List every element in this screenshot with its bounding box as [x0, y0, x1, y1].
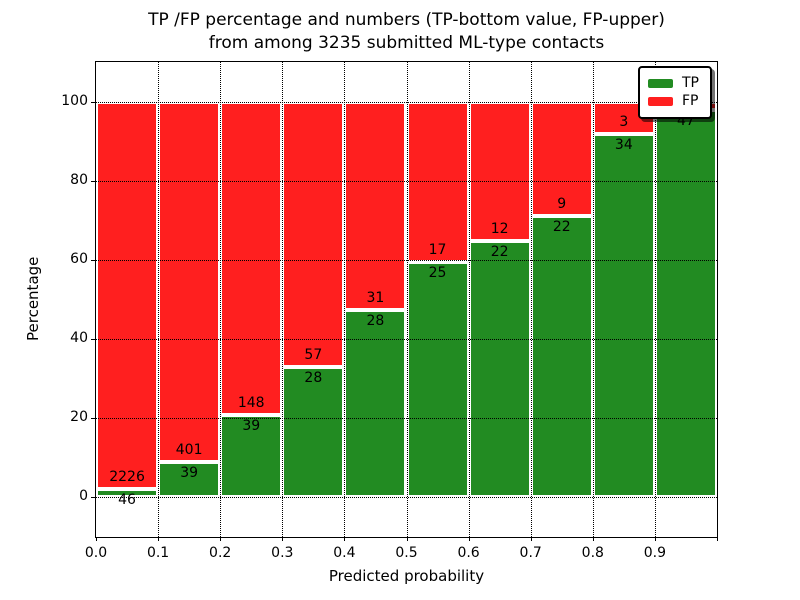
x-tick-label: 0.1: [146, 545, 170, 561]
fp-count-label: 3: [619, 113, 629, 130]
tp-bar-segment: [344, 309, 407, 498]
tp-count-label: 34: [614, 136, 633, 153]
x-tick-mark: [468, 537, 470, 541]
x-tick-label: 0.6: [457, 545, 480, 561]
x-tick-label: 0.9: [643, 545, 667, 561]
vertical-gridline: [158, 62, 160, 537]
horizontal-gridline: [96, 418, 717, 420]
vertical-gridline: [344, 62, 346, 537]
fp-legend-swatch: [648, 97, 673, 106]
x-tick-label: 0.8: [581, 545, 604, 561]
x-tick-mark: [344, 537, 346, 541]
tp-bar-segment: [96, 489, 159, 498]
fp-count-label: 57: [304, 347, 323, 364]
bars-layer: [96, 62, 717, 537]
y-tick-mark: [91, 497, 95, 499]
x-tick-mark: [717, 537, 718, 541]
chart-title-line2: from among 3235 submitted ML-type contac…: [208, 33, 605, 53]
fp-count-label: 9: [557, 196, 567, 213]
legend-entry: TP: [648, 76, 702, 91]
tp-bar-segment: [530, 216, 593, 498]
fp-bar-segment: [158, 101, 221, 463]
x-tick-mark: [158, 537, 160, 541]
y-tick-mark: [91, 339, 95, 341]
x-tick-mark: [96, 537, 97, 541]
x-tick-mark: [654, 537, 656, 541]
y-tick-label: 0: [79, 488, 88, 505]
tp-count-label: 28: [304, 370, 323, 387]
vertical-gridline: [654, 62, 656, 537]
tp-count-label: 22: [490, 244, 509, 261]
x-tick-label: 0.2: [209, 545, 232, 561]
tp-count-label: 39: [180, 465, 199, 482]
y-tick-label: 80: [70, 171, 88, 188]
y-tick-mark: [91, 180, 95, 182]
x-tick-label: 0.7: [519, 545, 542, 561]
vertical-gridline: [592, 62, 594, 537]
legend: TP FP: [638, 66, 712, 119]
vertical-gridline: [220, 62, 222, 537]
fp-bar-segment: [468, 101, 531, 242]
y-tick-label: 40: [70, 330, 88, 347]
horizontal-gridline: [96, 101, 717, 103]
y-axis-label: Percentage: [24, 256, 42, 341]
tp-bar-segment: [654, 109, 717, 498]
bar-labels-layer: 2226 46 401 39 148 39 57 28 31 28 17 25 12 22 9 22 3 34 47: [96, 62, 717, 537]
tp-count-label: 46: [118, 492, 136, 509]
x-tick-label: 0.3: [271, 545, 294, 561]
x-tick-label: 0.0: [84, 545, 108, 561]
tp-legend-swatch: [648, 79, 673, 88]
x-tick-label: 0.4: [333, 545, 356, 561]
horizontal-gridline: [96, 339, 717, 341]
tp-bar-segment: [158, 462, 221, 498]
x-tick-mark: [220, 537, 222, 541]
tp-count-label: 39: [242, 417, 261, 434]
tp-bar-segment: [220, 414, 283, 498]
tp-bar-segment: [468, 241, 531, 498]
y-tick-mark: [91, 259, 95, 261]
x-tick-label: 0.5: [395, 545, 418, 561]
tp-count-label: 25: [428, 264, 447, 281]
y-tick-label: 100: [61, 92, 88, 109]
fp-count-label: 2226: [109, 469, 145, 486]
fp-count-label: 401: [175, 442, 203, 459]
x-tick-mark: [406, 537, 408, 541]
fp-bar-segment: [220, 101, 283, 415]
vertical-gridline: [282, 62, 284, 537]
chart-title-line1: TP /FP percentage and numbers (TP-bottom…: [148, 10, 665, 30]
fp-legend-label: FP: [682, 93, 699, 109]
tp-bar-segment: [592, 133, 655, 498]
tp-bar-segment: [282, 367, 345, 498]
x-tick-mark: [592, 537, 594, 541]
tp-bar-segment: [406, 261, 469, 498]
y-tick-mark: [91, 418, 95, 420]
fp-count-label: 17: [428, 241, 447, 258]
vertical-gridline: [530, 62, 532, 537]
fp-bar-segment: [96, 101, 159, 490]
plot-area: 2226 46 401 39 148 39 57 28 31 28 17 25 12 22 9 22 3 34 47…: [95, 61, 718, 538]
fp-count-label: 148: [237, 394, 265, 411]
tp-count-label: 28: [366, 312, 385, 329]
tp-count-label: 22: [552, 219, 571, 236]
legend-entry: FP: [648, 94, 702, 109]
x-axis-label: Predicted probability: [328, 567, 485, 585]
fp-bar-segment: [344, 101, 407, 310]
y-tick-mark: [91, 101, 95, 103]
tp-legend-label: TP: [682, 75, 699, 91]
vertical-gridline: [468, 62, 470, 537]
fp-count-label: 31: [366, 289, 385, 306]
fp-count-label: 12: [490, 221, 509, 238]
x-tick-mark: [282, 537, 284, 541]
y-tick-label: 20: [70, 409, 88, 426]
horizontal-gridline: [96, 259, 717, 261]
x-tick-mark: [530, 537, 532, 541]
chart-title: TP /FP percentage and numbers (TP-bottom…: [96, 9, 717, 55]
horizontal-gridline: [96, 180, 717, 182]
vertical-gridline: [406, 62, 408, 537]
y-tick-label: 60: [70, 250, 88, 267]
horizontal-gridline: [96, 497, 717, 499]
grid-layer: [96, 62, 717, 537]
fp-bar-segment: [282, 101, 345, 368]
